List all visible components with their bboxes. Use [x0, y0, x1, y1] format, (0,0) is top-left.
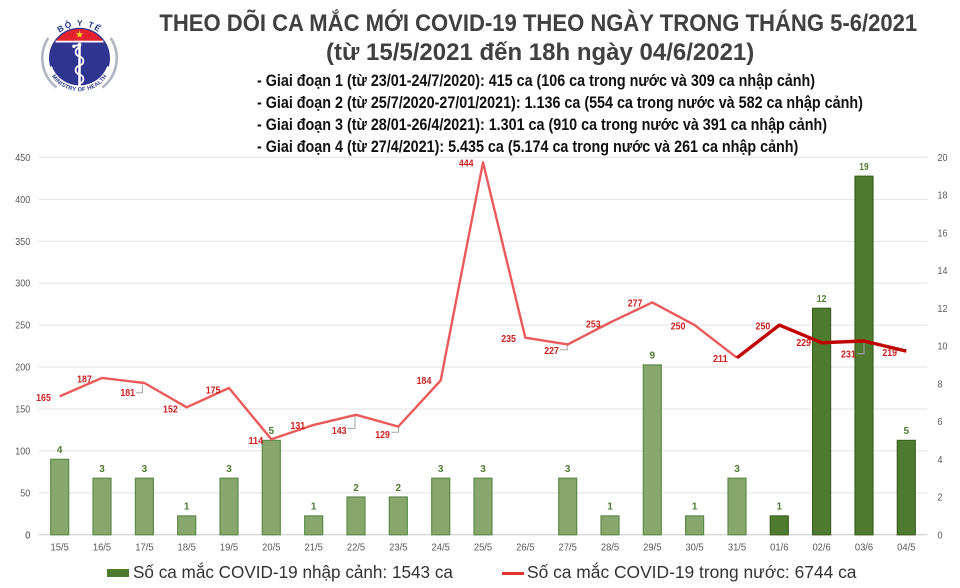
svg-text:3: 3	[99, 464, 105, 475]
svg-text:22/5: 22/5	[347, 543, 366, 554]
svg-text:30/5: 30/5	[685, 543, 704, 554]
svg-text:3: 3	[565, 464, 571, 475]
svg-text:25/5: 25/5	[474, 543, 493, 554]
svg-text:3: 3	[480, 464, 486, 475]
svg-text:450: 450	[15, 153, 30, 164]
svg-text:4: 4	[938, 455, 943, 466]
svg-text:181: 181	[120, 388, 135, 399]
svg-text:150: 150	[15, 405, 30, 416]
svg-text:3: 3	[142, 464, 148, 475]
svg-text:10: 10	[938, 342, 948, 353]
svg-text:2: 2	[396, 483, 402, 494]
svg-text:100: 100	[15, 447, 30, 458]
svg-text:129: 129	[375, 430, 390, 441]
svg-text:0: 0	[25, 530, 30, 541]
svg-text:23/5: 23/5	[389, 543, 408, 554]
svg-text:19/5: 19/5	[220, 543, 239, 554]
svg-text:200: 200	[15, 363, 30, 374]
svg-text:15/5: 15/5	[51, 543, 70, 554]
svg-text:24/5: 24/5	[432, 543, 451, 554]
svg-text:14: 14	[938, 266, 948, 277]
svg-text:235: 235	[501, 334, 516, 345]
svg-text:250: 250	[671, 321, 686, 332]
svg-text:253: 253	[586, 320, 601, 331]
svg-text:400: 400	[15, 195, 30, 206]
svg-text:211: 211	[713, 354, 728, 365]
svg-text:2: 2	[353, 483, 359, 494]
svg-text:1: 1	[311, 502, 317, 513]
svg-text:6: 6	[938, 417, 943, 428]
svg-text:28/5: 28/5	[601, 543, 620, 554]
svg-text:16: 16	[938, 228, 948, 239]
svg-text:152: 152	[163, 405, 178, 416]
svg-text:165: 165	[36, 393, 51, 404]
svg-text:143: 143	[332, 426, 347, 437]
svg-text:277: 277	[628, 299, 643, 310]
svg-text:16/5: 16/5	[93, 543, 112, 554]
svg-text:0: 0	[25, 530, 30, 541]
svg-text:9: 9	[650, 351, 656, 362]
svg-text:300: 300	[15, 279, 30, 290]
svg-text:26/5: 26/5	[516, 543, 535, 554]
svg-text:12: 12	[817, 294, 827, 305]
svg-text:21/5: 21/5	[305, 543, 324, 554]
svg-text:350: 350	[15, 237, 30, 248]
svg-text:5: 5	[269, 426, 275, 437]
svg-text:1: 1	[692, 502, 698, 513]
svg-text:250: 250	[15, 321, 30, 332]
svg-text:01/6: 01/6	[770, 543, 789, 554]
svg-text:04/5: 04/5	[897, 543, 916, 554]
svg-text:3: 3	[734, 464, 740, 475]
svg-text:1: 1	[607, 502, 613, 513]
svg-text:03/6: 03/6	[855, 543, 874, 554]
svg-text:131: 131	[290, 421, 305, 432]
svg-text:219: 219	[882, 348, 897, 359]
svg-text:29/5: 29/5	[643, 543, 662, 554]
svg-text:444: 444	[459, 159, 474, 170]
svg-text:229: 229	[796, 338, 811, 349]
svg-text:184: 184	[417, 376, 432, 387]
svg-text:18/5: 18/5	[178, 543, 197, 554]
svg-text:3: 3	[438, 464, 444, 475]
svg-text:12: 12	[938, 304, 948, 315]
svg-text:227: 227	[544, 346, 559, 357]
svg-text:8: 8	[938, 379, 943, 390]
svg-text:18: 18	[938, 191, 948, 202]
svg-text:17/5: 17/5	[135, 543, 154, 554]
svg-text:250: 250	[756, 321, 771, 332]
svg-text:20: 20	[938, 153, 948, 164]
svg-text:27/5: 27/5	[559, 543, 578, 554]
svg-text:2: 2	[938, 493, 943, 504]
svg-text:187: 187	[77, 375, 92, 386]
svg-text:114: 114	[248, 436, 263, 447]
svg-text:19: 19	[859, 162, 869, 173]
svg-text:1: 1	[184, 502, 190, 513]
svg-text:0: 0	[938, 530, 943, 541]
svg-text:02/6: 02/6	[812, 543, 831, 554]
svg-text:175: 175	[206, 386, 221, 397]
svg-text:20/5: 20/5	[262, 543, 281, 554]
svg-text:231: 231	[841, 349, 856, 360]
svg-text:1: 1	[777, 502, 783, 513]
svg-text:50: 50	[20, 489, 30, 500]
svg-text:3: 3	[226, 464, 232, 475]
svg-text:5: 5	[904, 426, 910, 437]
svg-text:31/5: 31/5	[728, 543, 747, 554]
svg-text:4: 4	[57, 445, 63, 456]
